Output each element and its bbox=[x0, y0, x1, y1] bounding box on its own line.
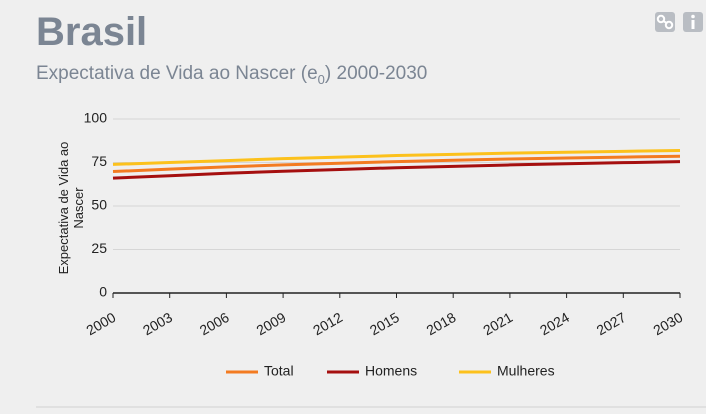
x-tick-label: 2021 bbox=[480, 309, 515, 339]
info-icon[interactable] bbox=[683, 12, 703, 32]
x-tick-label: 2009 bbox=[253, 309, 288, 339]
subtitle-text: Expectativa de Vida ao Nascer (e bbox=[36, 63, 318, 84]
x-tick-label: 2003 bbox=[140, 309, 175, 339]
series-line bbox=[112, 154, 681, 174]
y-tick-label: 0 bbox=[99, 284, 107, 300]
subtitle-text: ) 2000-2030 bbox=[324, 63, 428, 84]
x-tick-label: 2012 bbox=[310, 309, 345, 339]
x-tick-label: 2024 bbox=[537, 309, 572, 339]
x-tick-label: 2015 bbox=[367, 309, 402, 339]
x-tick-label: 2000 bbox=[83, 309, 118, 339]
y-tick-label: 25 bbox=[91, 240, 107, 256]
x-tick-label: 2027 bbox=[594, 309, 629, 339]
chart-title: Brasil bbox=[36, 10, 148, 54]
chart-subtitle: Expectativa de Vida ao Nascer (e0) 2000-… bbox=[36, 63, 427, 87]
series-line bbox=[112, 148, 681, 166]
legend-item: Total bbox=[226, 363, 294, 379]
legend-item: Mulheres bbox=[459, 363, 555, 379]
subtitle-subscript: 0 bbox=[317, 71, 325, 87]
link-icon[interactable] bbox=[655, 12, 675, 32]
legend-item: Homens bbox=[327, 363, 417, 379]
legend-label: Mulheres bbox=[497, 363, 555, 379]
legend-label: Total bbox=[264, 363, 294, 379]
y-tick-label: 75 bbox=[91, 153, 107, 169]
x-tick-label: 2006 bbox=[197, 309, 232, 339]
x-tick-label: 2030 bbox=[650, 309, 685, 339]
legend-label: Homens bbox=[365, 363, 417, 379]
series-line bbox=[112, 160, 681, 180]
x-tick-label: 2018 bbox=[424, 309, 459, 339]
y-tick-label: 100 bbox=[84, 110, 108, 126]
y-tick-label: 50 bbox=[91, 197, 107, 213]
